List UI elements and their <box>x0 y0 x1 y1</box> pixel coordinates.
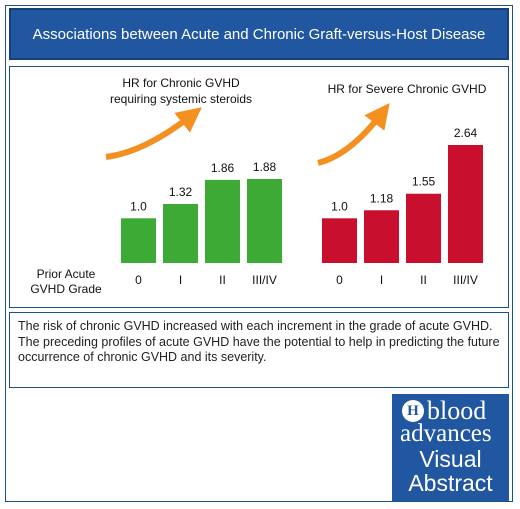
charts-svg: HR for Chronic GVHD requiring systemic st… <box>30 76 487 296</box>
logo-abstract: Abstract <box>408 470 493 496</box>
logo-seal-icon: H <box>402 400 424 422</box>
chart-1-trend-arrow <box>105 107 202 160</box>
chart-2-bar <box>364 210 399 263</box>
chart-panel: HR for Chronic GVHD requiring systemic st… <box>9 66 509 308</box>
chart-2-category-label: 0 <box>336 273 343 287</box>
chart-1-bar <box>205 179 240 263</box>
chart-2-value-label: 1.0 <box>331 199 348 213</box>
blood-advances-logo: H blood advances Visual Abstract <box>392 394 509 501</box>
chart-1-category-label: I <box>179 273 182 287</box>
header-banner: Associations between Acute and Chronic G… <box>9 8 509 60</box>
chart-1-title-line: requiring systemic steroids <box>110 92 252 106</box>
logo-visual: Visual <box>419 446 482 472</box>
chart-1-value-label: 1.86 <box>211 161 235 175</box>
chart-2-trend-arrow <box>317 102 390 166</box>
chart-2-title-line: HR for Severe Chronic GVHD <box>328 82 487 96</box>
header-title: Associations between Acute and Chronic G… <box>32 25 486 43</box>
chart-1-x-axis-label: Prior Acute <box>37 267 96 281</box>
chart-1-category-label: 0 <box>135 273 142 287</box>
logo-top-row: H blood <box>402 398 486 424</box>
chart-2-bar <box>406 193 441 263</box>
chart-1-value-label: 1.0 <box>130 199 147 213</box>
chart-1-bar <box>121 218 156 263</box>
chart-1-category-label: II <box>219 273 226 287</box>
chart-1-bar <box>163 204 198 263</box>
chart-1-category-label: III/IV <box>252 273 277 287</box>
chart-1-x-axis-label: GVHD Grade <box>30 282 102 296</box>
chart-2-value-label: 1.18 <box>370 191 394 205</box>
summary-panel: The risk of chronic GVHD increased with … <box>9 312 509 388</box>
logo-advances: advances <box>400 420 492 447</box>
chart-2-category-label: II <box>420 273 427 287</box>
chart-2-bar <box>322 218 357 263</box>
chart-1-value-label: 1.88 <box>253 160 277 174</box>
summary-text: The risk of chronic GVHD increased with … <box>18 319 500 364</box>
chart-1-value-label: 1.32 <box>169 185 193 199</box>
chart-1-title-line: HR for Chronic GVHD <box>122 76 240 90</box>
chart-2-value-label: 2.64 <box>454 126 478 140</box>
chart-1-bar <box>247 178 282 263</box>
chart-2-category-label: I <box>380 273 383 287</box>
chart-2-value-label: 1.55 <box>412 175 436 189</box>
logo-blood: blood <box>427 396 487 425</box>
chart-2-bar <box>448 145 483 263</box>
chart-2-category-label: III/IV <box>453 273 478 287</box>
